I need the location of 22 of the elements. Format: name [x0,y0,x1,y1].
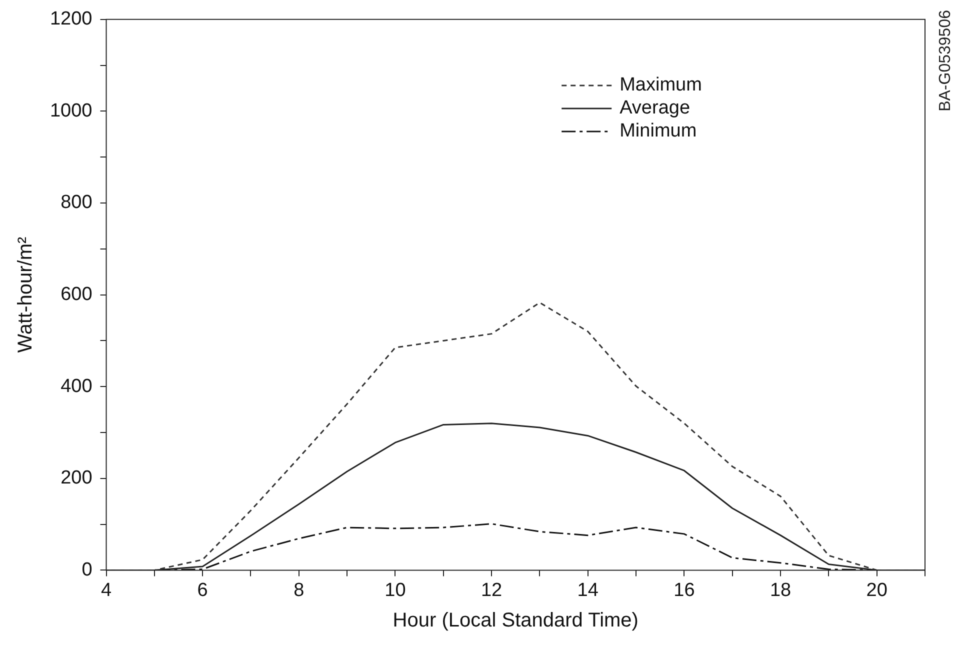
legend-label: Maximum [620,74,702,96]
x-tick-label: 10 [384,580,406,601]
x-tick-label: 14 [577,580,599,601]
y-tick-label: 1000 [50,100,92,122]
y-axis-title: Watt-hour/m² [14,236,37,353]
x-axis-title: Hour (Local Standard Time) [392,610,638,632]
text: BA-G0539506 [937,10,955,112]
x-tick-label: 12 [480,580,502,601]
x-tick-label: 8 [294,580,304,601]
y-tick-label: 200 [60,468,92,489]
y-tick-label: 800 [60,192,92,214]
y-tick-label: 1200 [50,8,92,30]
y-tick-label: 0 [82,559,92,580]
y-tick-label: 600 [60,284,92,306]
x-tick-label: 16 [674,580,695,601]
x-tick-label: 6 [197,580,208,601]
x-tick-label: 18 [770,580,792,601]
legend-label: Average [620,98,690,119]
legend-label: Minimum [620,120,697,142]
x-tick-label: 4 [100,580,112,601]
x-tick-label: 20 [866,580,888,601]
y-tick-label: 400 [60,376,92,397]
